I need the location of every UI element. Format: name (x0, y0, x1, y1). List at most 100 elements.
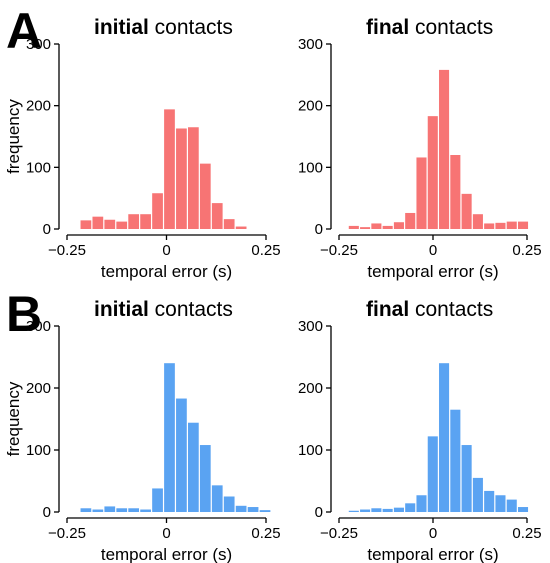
y-tick-label: 200 (26, 380, 51, 397)
y-tick-label: 0 (43, 221, 51, 238)
histogram-bar (116, 508, 128, 512)
histogram-bar (187, 422, 199, 512)
x-tick-label: 0 (429, 242, 437, 259)
histogram-bar (235, 226, 247, 229)
chart-title: final contacts (366, 16, 493, 39)
panel-letter-B: B (6, 286, 42, 342)
histogram-bar (450, 155, 461, 229)
histogram-bar (140, 214, 151, 229)
histogram-chart-1: 0 100 200 300 −0.25 0 0.25 temporal error (s) fr… (4, 16, 281, 281)
histogram-bar (382, 225, 393, 229)
x-tick-label: 0.25 (512, 242, 541, 259)
histogram-bar (405, 503, 416, 512)
y-tick-label: 100 (298, 442, 323, 459)
histogram-bar (211, 203, 223, 229)
x-tick-label: −0.25 (48, 525, 86, 542)
histogram-bar (140, 509, 151, 512)
x-tick-label: −0.25 (320, 525, 358, 542)
histogram-bar (199, 163, 211, 229)
chart-title-bold: initial (94, 298, 149, 321)
histogram-bar (405, 212, 416, 229)
histogram-bar (393, 222, 404, 229)
histogram-bar (427, 116, 438, 229)
histogram-bar (128, 508, 140, 512)
histogram-bar (517, 221, 529, 229)
histogram-bar (472, 477, 483, 512)
x-axis-label: temporal error (s) (367, 262, 498, 281)
histogram-bar (348, 510, 359, 512)
y-tick-label: 0 (315, 504, 323, 521)
histogram-bar (439, 363, 450, 512)
histogram-bar (416, 495, 427, 512)
histogram-bar (80, 220, 92, 229)
histogram-bar (187, 127, 199, 229)
y-tick-label: 100 (26, 159, 51, 176)
chart-title-rest: contacts (149, 16, 233, 39)
y-tick-label: 100 (26, 442, 51, 459)
histogram-bar (506, 499, 517, 512)
histogram-bar (247, 507, 259, 512)
chart-title: initial contacts (94, 298, 233, 321)
chart-title-rest: contacts (149, 298, 233, 321)
histogram-bar (484, 223, 495, 229)
chart-title-rest: contacts (409, 16, 493, 39)
y-tick-label: 300 (26, 318, 51, 335)
x-tick-label: 0.25 (251, 242, 280, 259)
chart-title: final contacts (366, 298, 493, 321)
panel-letter-A: A (6, 3, 42, 59)
histogram-bar (484, 490, 495, 512)
chart-title-bold: final (366, 298, 409, 321)
chart-title-bold: final (366, 16, 409, 39)
histogram-bar (461, 445, 472, 512)
histogram-bar (92, 216, 104, 229)
histogram-bar (235, 505, 247, 512)
histogram-bar (80, 508, 92, 512)
histogram-bar (506, 221, 517, 229)
histogram-bar (472, 214, 483, 229)
histogram-bar (176, 398, 187, 512)
histogram-bar (517, 507, 529, 512)
histogram-bar (164, 363, 175, 512)
x-axis-label: temporal error (s) (101, 262, 232, 281)
histogram-chart-4: 0 100 200 300 −0.25 0 0.25 temporal error (s) fi… (298, 298, 542, 563)
histogram-bar (164, 109, 175, 229)
histogram-bar (371, 508, 382, 512)
y-tick-label: 300 (298, 36, 323, 53)
x-tick-label: −0.25 (320, 242, 358, 259)
histogram-bar (427, 436, 438, 512)
y-axis-label: frequency (4, 99, 23, 174)
x-tick-label: 0 (162, 242, 170, 259)
x-tick-label: −0.25 (48, 242, 86, 259)
histogram-bar (223, 496, 235, 512)
histogram-bar (104, 506, 116, 512)
histogram-bar (211, 485, 223, 512)
chart-title-rest: contacts (409, 298, 493, 321)
histogram-bar (116, 221, 128, 229)
histogram-bar (495, 495, 506, 512)
x-tick-label: 0 (162, 525, 170, 542)
y-tick-label: 200 (298, 98, 323, 115)
y-tick-label: 0 (315, 221, 323, 238)
histogram-bar (104, 219, 116, 229)
y-tick-label: 200 (26, 98, 51, 115)
y-axis-label: frequency (4, 381, 23, 456)
histogram-bar (176, 128, 187, 229)
histogram-bar (199, 445, 211, 512)
histogram-bar (360, 509, 371, 512)
histogram-bar (382, 508, 393, 512)
x-tick-label: 0.25 (512, 525, 541, 542)
histogram-bar (416, 157, 427, 229)
histogram-bar (152, 488, 163, 512)
histogram-bar (92, 509, 104, 512)
histogram-bar (439, 69, 450, 230)
histogram-chart-3: 0 100 200 300 −0.25 0 0.25 temporal error (s) fr… (4, 298, 281, 563)
histogram-bar (223, 219, 235, 229)
histogram-bar (393, 507, 404, 512)
y-tick-label: 200 (298, 380, 323, 397)
x-tick-label: 0 (429, 525, 437, 542)
chart-title: initial contacts (94, 16, 233, 39)
histogram-bar (461, 193, 472, 229)
y-tick-label: 300 (298, 318, 323, 335)
y-tick-label: 100 (298, 159, 323, 176)
